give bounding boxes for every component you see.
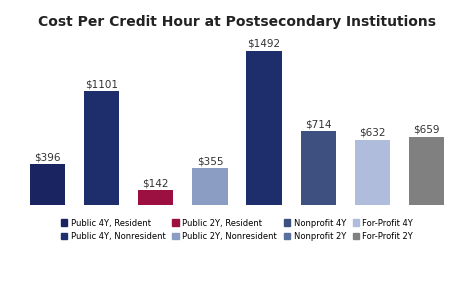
Text: $659: $659 [413,125,440,135]
Bar [138,190,173,205]
Bar [301,131,336,205]
Legend: Public 4Y, Resident, Public 4Y, Nonresident, Public 2Y, Resident, Public 2Y, Non: Public 4Y, Resident, Public 4Y, Nonresid… [58,216,416,243]
Bar [409,137,444,205]
Text: $714: $714 [305,119,331,129]
Text: $142: $142 [143,178,169,189]
Text: $355: $355 [197,157,223,166]
Text: $1101: $1101 [85,79,118,89]
Bar [192,168,228,205]
Bar [355,140,390,205]
Bar [30,164,65,205]
Bar [246,51,282,205]
Text: $396: $396 [34,152,61,162]
Bar [84,91,119,205]
Title: Cost Per Credit Hour at Postsecondary Institutions: Cost Per Credit Hour at Postsecondary In… [38,15,436,29]
Text: $632: $632 [359,128,386,138]
Text: $1492: $1492 [247,39,281,49]
